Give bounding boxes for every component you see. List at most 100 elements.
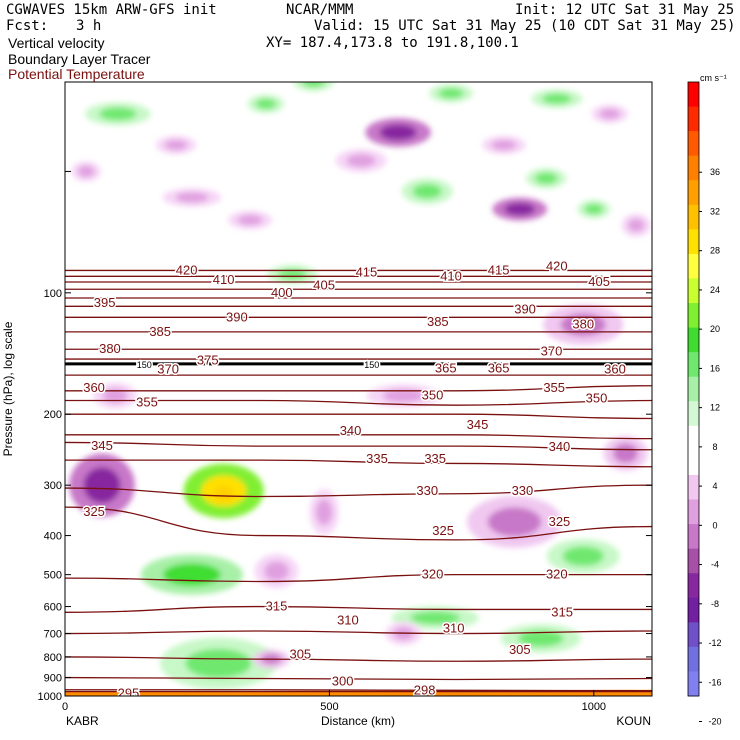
colorbar-swatch — [688, 376, 699, 402]
colorbar-swatch — [688, 548, 699, 574]
colorbar-swatch — [688, 253, 699, 279]
contour-label: 360 — [604, 362, 626, 377]
theta-contour-310 — [65, 630, 652, 635]
colorbar-swatch — [688, 229, 699, 255]
colorbar-swatch — [688, 204, 699, 230]
colorbar-tick-label: 8 — [712, 442, 717, 452]
contour-label: 400 — [271, 285, 293, 300]
velocity-cell-inner — [562, 546, 604, 566]
contour-label: 350 — [422, 388, 444, 403]
cross-section-endpoints: XY= 187.4,173.8 to 191.8,100.1 — [266, 35, 519, 51]
velocity-cell — [93, 382, 138, 409]
colorbar-units: cm s⁻¹ — [700, 73, 727, 83]
colorbar-swatch — [688, 180, 699, 206]
y-tick-label: 100 — [44, 288, 62, 300]
velocity-cell-inner — [277, 269, 307, 280]
theta-contour-305 — [65, 656, 652, 662]
colorbar-swatch — [688, 401, 699, 427]
y-tick-label: 500 — [44, 570, 62, 582]
colorbar-swatch — [688, 303, 699, 329]
field-vertical-velocity: Vertical velocity — [8, 35, 105, 51]
colorbar-tick-label: 16 — [710, 363, 720, 373]
org-label: NCAR/MMM — [286, 2, 354, 18]
contour-label: 298 — [414, 683, 436, 698]
velocity-cell — [69, 453, 135, 517]
velocity-cell — [391, 606, 479, 630]
velocity-cell-inner — [410, 611, 460, 625]
colorbar-swatch — [688, 82, 699, 108]
velocity-cell-inner — [491, 139, 517, 151]
contour-label: 355 — [543, 380, 565, 395]
velocity-cell-inner — [542, 93, 572, 104]
contour-label: 330 — [512, 483, 534, 498]
contour-label: 310 — [337, 613, 359, 628]
colorbar-frame — [687, 81, 700, 697]
velocity-cell — [365, 117, 432, 147]
x-tick-label: 500 — [320, 701, 338, 713]
x-right-station: KOUN — [616, 714, 651, 728]
velocity-cell-inner — [518, 630, 564, 647]
contour-label: 360 — [83, 380, 105, 395]
colorbar-tick-label: -12 — [708, 638, 721, 648]
theta-contour-330 — [65, 484, 652, 498]
colorbar-tick-label: 32 — [710, 206, 720, 216]
colorbar-swatch — [688, 524, 699, 550]
colorbar-swatch — [688, 646, 699, 672]
contour-label: 340 — [340, 423, 362, 438]
contour-label: 325 — [549, 514, 571, 529]
contour-label: 150 — [364, 360, 379, 370]
valid-time: Valid: 15 UTC Sat 31 May 25 (10 CDT Sat … — [314, 18, 736, 34]
colorbar-swatch — [688, 573, 699, 599]
colorbar-tick-label: -4 — [711, 560, 719, 570]
contour-label: 315 — [551, 604, 573, 619]
colorbar-tick-label: -8 — [711, 599, 719, 609]
colorbar-swatch — [688, 278, 699, 304]
velocity-cell-inner — [77, 165, 95, 178]
colorbar: 36 32 28 24 20 16 12 8 4 0 -4 -8 -12 -16 -20 — [687, 81, 722, 727]
y-tick-label: 600 — [44, 602, 62, 614]
contour-label: 335 — [424, 451, 446, 466]
contour-label: 315 — [266, 599, 288, 614]
y-tick-label: 700 — [44, 629, 62, 641]
velocity-cell-inner — [302, 82, 325, 88]
theta-contour-345 — [65, 434, 652, 440]
velocity-cell-inner — [164, 139, 188, 151]
field-potential-temperature: Potential Temperature — [8, 66, 145, 82]
contour-label: 390 — [226, 309, 248, 324]
colorbar-swatch — [688, 622, 699, 648]
contour-label: 340 — [549, 439, 571, 454]
colorbar-swatch — [688, 499, 699, 525]
contour-label: 345 — [467, 417, 489, 432]
colorbar-tick-label: -20 — [708, 717, 721, 727]
velocity-cell-inner — [175, 192, 209, 203]
contour-label: 405 — [588, 274, 610, 289]
contour-label: 395 — [94, 295, 116, 310]
contour-label: 415 — [356, 264, 378, 279]
contour-label: 405 — [313, 278, 335, 293]
forecast-label: Fcst: — [6, 18, 49, 34]
contour-label: 420 — [176, 262, 198, 277]
contour-label: 300 — [332, 673, 354, 688]
contour-label: 320 — [422, 567, 444, 582]
velocity-cell — [162, 188, 222, 207]
colorbar-swatch — [688, 474, 699, 501]
velocity-cell — [85, 102, 151, 126]
colorbar-swatch — [688, 352, 699, 378]
theta-contour-320 — [65, 573, 652, 583]
contour-label: 295 — [118, 685, 140, 700]
velocity-cell — [140, 554, 244, 595]
velocity-cell — [482, 135, 526, 155]
x-axis-label: Distance (km) — [321, 714, 395, 728]
y-axis-label: Pressure (hPa), log scale — [1, 321, 15, 456]
velocity-cell — [543, 304, 624, 345]
velocity-cell-inner — [379, 124, 417, 141]
forecast-hours: 3 h — [76, 18, 102, 34]
colorbar-swatch — [688, 327, 699, 353]
theta-contour-350 — [65, 413, 652, 420]
velocity-cell — [335, 149, 387, 173]
contour-label: 305 — [509, 642, 531, 657]
theta-contours — [65, 269, 652, 693]
y-tick-label: 1000 — [38, 691, 62, 703]
theta-contour-340 — [65, 441, 652, 451]
